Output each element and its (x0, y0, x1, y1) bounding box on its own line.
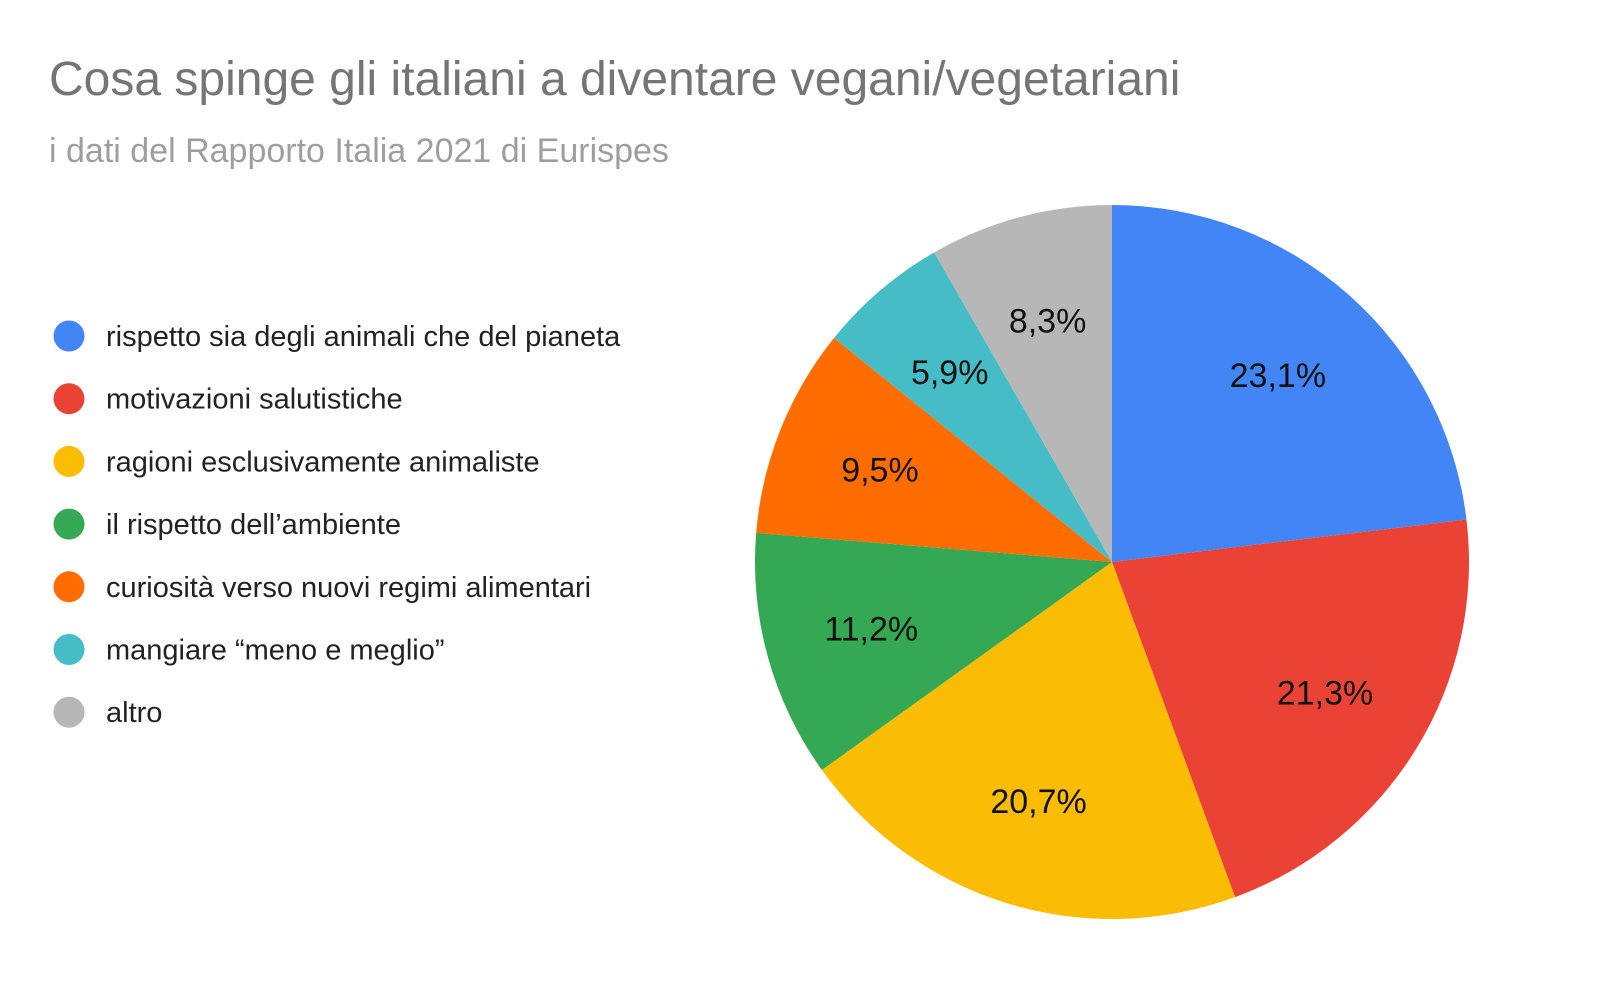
chart-subtitle: i dati del Rapporto Italia 2021 di Euris… (49, 132, 669, 170)
slice-data-label: 11,2% (824, 611, 918, 649)
slice-data-label: 20,7% (990, 783, 1086, 821)
legend-marker (53, 696, 85, 728)
legend-marker (53, 383, 85, 415)
slice-data-label: 8,3% (1009, 303, 1087, 341)
pie-slice (1112, 519, 1469, 898)
legend-label: mangiare “meno e meglio” (106, 635, 444, 667)
legend-label: curiosità verso nuovi regimi alimentari (106, 572, 591, 604)
pie-slice (755, 532, 1112, 771)
pie-slice (834, 252, 1112, 563)
legend-label: motivazioni salutistiche (106, 384, 403, 416)
legend-label: il rispetto dell’ambiente (106, 509, 401, 541)
slice-data-label: 21,3% (1277, 675, 1373, 713)
legend-marker (53, 508, 85, 540)
legend-label: rispetto sia degli animali che del piane… (106, 321, 621, 353)
pie-slice (821, 562, 1236, 919)
pie-slice (1112, 205, 1467, 562)
legend-marker (53, 445, 85, 477)
slice-data-label: 9,5% (841, 451, 919, 489)
legend-marker (53, 571, 85, 603)
pie-slice (756, 337, 1112, 562)
slice-data-label: 23,1% (1230, 357, 1326, 395)
chart-title: Cosa spinge gli italiani a diventare veg… (49, 53, 1181, 106)
legend-marker (53, 320, 85, 352)
slice-data-label: 5,9% (911, 354, 989, 392)
legend-label: altro (106, 697, 162, 729)
pie-slice (934, 205, 1112, 562)
legend-label: ragioni esclusivamente animaliste (106, 446, 540, 478)
legend-marker (53, 634, 85, 665)
